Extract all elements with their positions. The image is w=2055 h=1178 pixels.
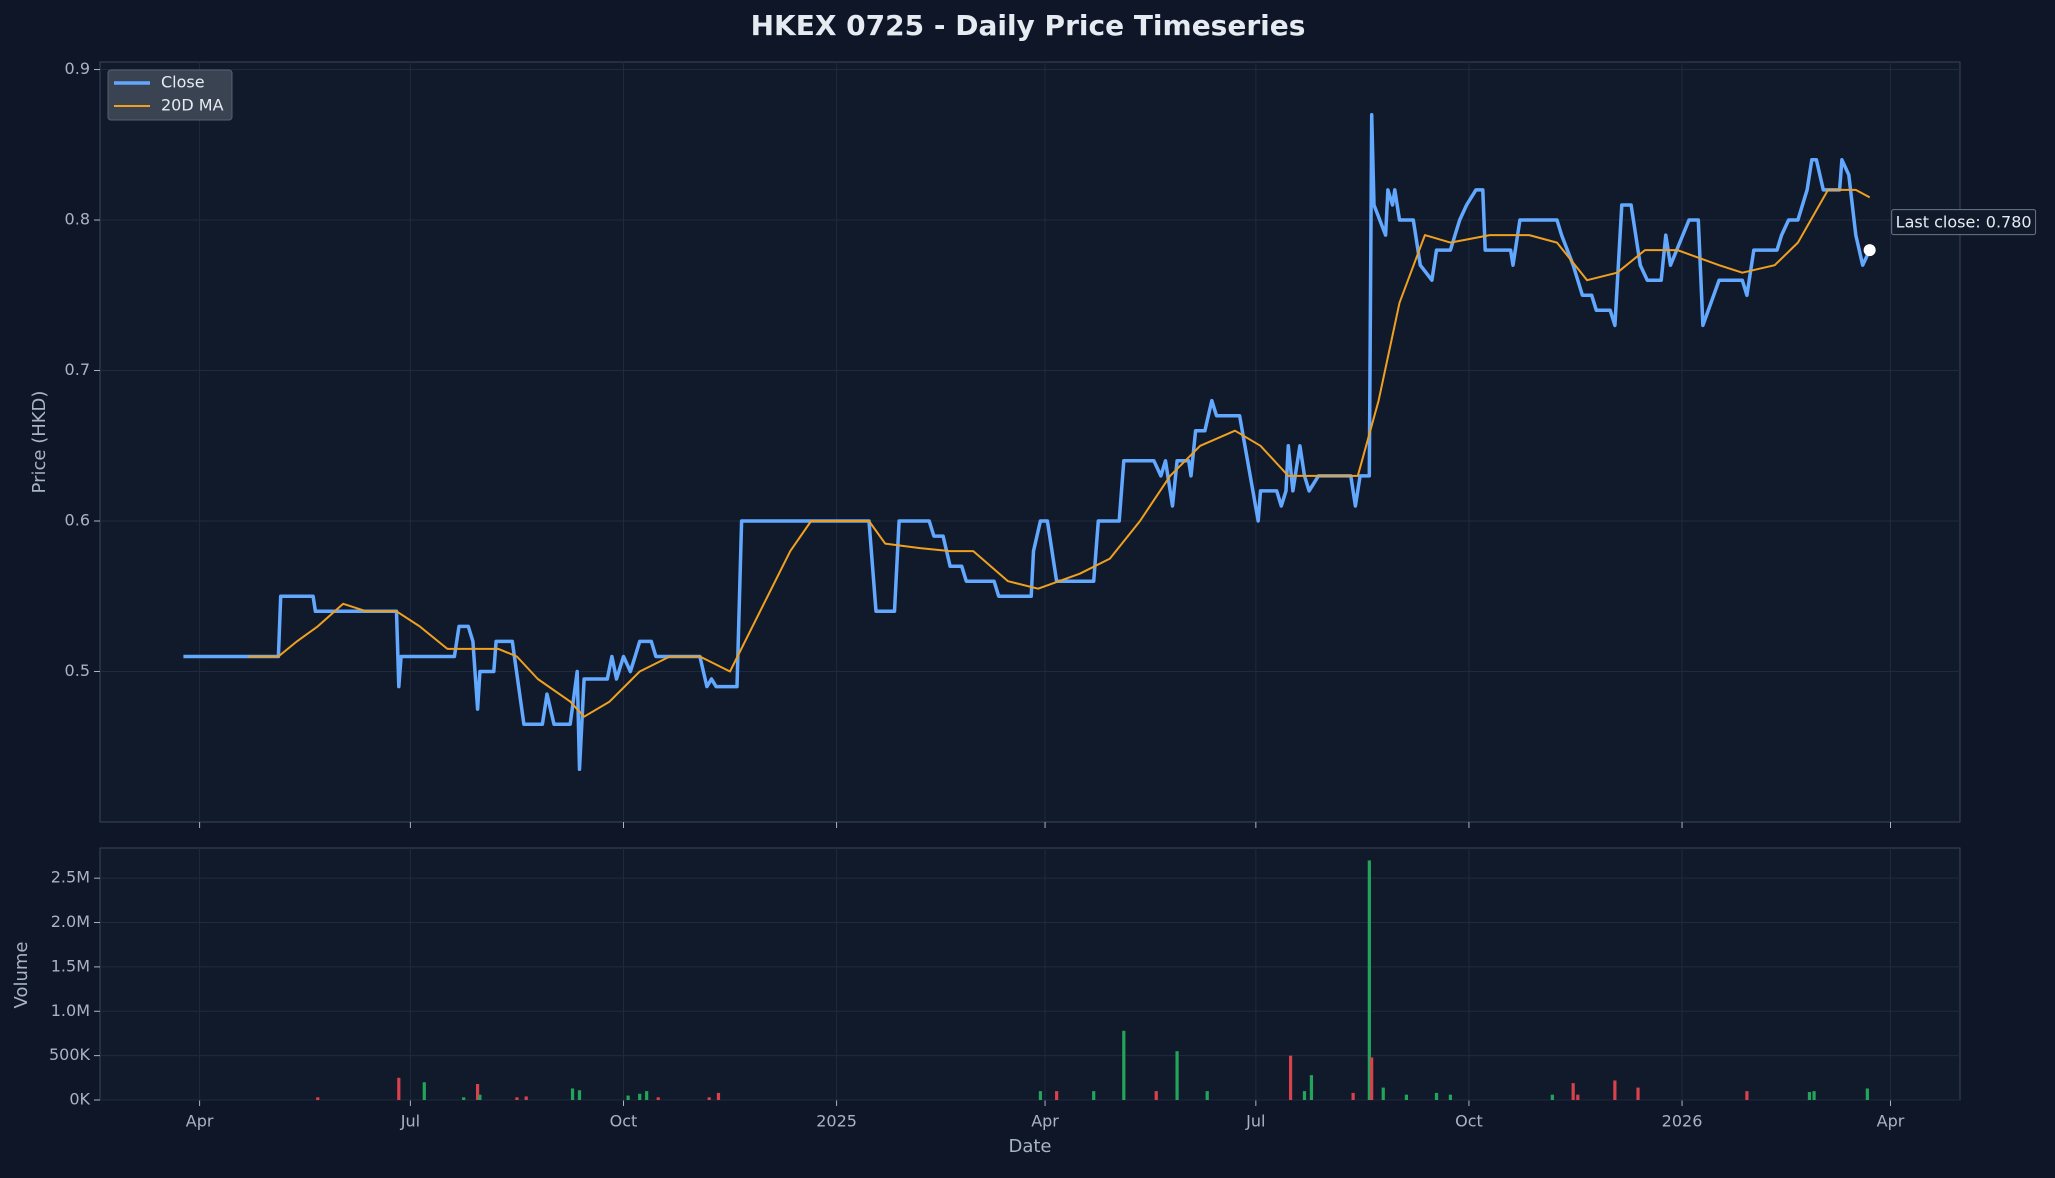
volume-bar	[577, 1090, 582, 1100]
volume-bar	[570, 1088, 575, 1100]
annotation: Last close: 0.780	[1896, 213, 2032, 232]
y-tick-label: 500K	[49, 1045, 91, 1064]
volume-bar	[1404, 1094, 1409, 1100]
volume-bar	[1038, 1091, 1043, 1100]
annotation-box	[1891, 209, 2037, 236]
y-tick-label: 2.0M	[51, 912, 90, 931]
volume-bar	[638, 1093, 642, 1100]
x-tick-label: Oct	[1455, 1112, 1483, 1131]
y-tick-label: 2.5M	[51, 868, 90, 887]
price-panel	[99, 61, 1961, 823]
last-close-marker	[1863, 244, 1876, 257]
legend-label: Close	[161, 73, 205, 92]
y-tick-label: 0.9	[65, 59, 90, 78]
y-tick-label: 0.7	[65, 360, 90, 379]
y-tick-label: 0.5	[65, 661, 90, 680]
volume-bar	[716, 1092, 721, 1100]
volume-bar	[462, 1097, 466, 1100]
volume-bar	[475, 1084, 480, 1100]
y-axis-label: Volume	[11, 942, 32, 1009]
x-tick-label: Apr	[186, 1112, 214, 1131]
x-tick-label: Jul	[1245, 1112, 1265, 1131]
volume-panel	[99, 847, 1961, 1101]
volume-bar	[316, 1097, 320, 1100]
legend-label: 20D MA	[161, 96, 224, 115]
volume-bar	[1302, 1091, 1307, 1100]
y-tick-label: 0.8	[65, 210, 90, 229]
x-tick-label: Jul	[400, 1112, 420, 1131]
volume-bar	[1576, 1094, 1580, 1100]
volume-bar	[524, 1096, 528, 1100]
volume-bar	[1351, 1092, 1355, 1100]
volume-bar	[1636, 1087, 1640, 1100]
volume-bar	[1175, 1051, 1179, 1100]
volume-bar	[1092, 1091, 1096, 1100]
volume-bar	[515, 1097, 519, 1100]
y-tick-label: 0.6	[65, 511, 90, 530]
volume-bar	[422, 1082, 426, 1100]
volume-bar	[1381, 1087, 1385, 1100]
volume-bar	[1288, 1055, 1293, 1100]
volume-bar	[1370, 1057, 1374, 1100]
y-tick-label: 1.5M	[51, 956, 90, 975]
y-axis-label: Price (HKD)	[29, 391, 50, 494]
line-series	[183, 112, 1872, 772]
volume-bar	[1122, 1030, 1126, 1100]
x-axis-label: Date	[1008, 1136, 1051, 1157]
volume-bar	[478, 1094, 482, 1100]
y-tick-label: 0K	[69, 1090, 90, 1109]
chart-title: HKEX 0725 - Daily Price Timeseries	[751, 9, 1306, 42]
volume-bar	[1745, 1091, 1749, 1100]
volume-bar	[626, 1095, 630, 1100]
x-tick-label: Apr	[1031, 1112, 1059, 1131]
x-tick-label: Apr	[1877, 1112, 1905, 1131]
volume-bar	[1613, 1080, 1617, 1100]
x-tick-label: Oct	[610, 1112, 638, 1131]
volume-bar	[1309, 1075, 1314, 1100]
volume-bar	[645, 1091, 649, 1100]
volume-bar	[707, 1097, 711, 1100]
volume-bar	[1154, 1091, 1158, 1100]
volume-bar	[1055, 1091, 1059, 1100]
volume-bar	[1571, 1083, 1575, 1100]
volume-bar	[1448, 1094, 1453, 1100]
x-tick-label: 2026	[1662, 1112, 1703, 1131]
volume-bar	[397, 1077, 401, 1100]
y-tick-label: 1.0M	[51, 1001, 90, 1020]
volume-bar	[1367, 860, 1371, 1100]
volume-bar	[1865, 1088, 1869, 1100]
volume-bar	[1812, 1091, 1816, 1100]
volume-bar	[1205, 1091, 1209, 1100]
volume-bar	[1550, 1094, 1554, 1100]
legend: Close 20D MA	[107, 69, 233, 121]
volume-bar	[1434, 1092, 1439, 1100]
x-tick-label: 2025	[816, 1112, 857, 1131]
line-series	[248, 188, 1871, 718]
volume-bar	[656, 1097, 660, 1100]
volume-bar	[1807, 1092, 1812, 1100]
